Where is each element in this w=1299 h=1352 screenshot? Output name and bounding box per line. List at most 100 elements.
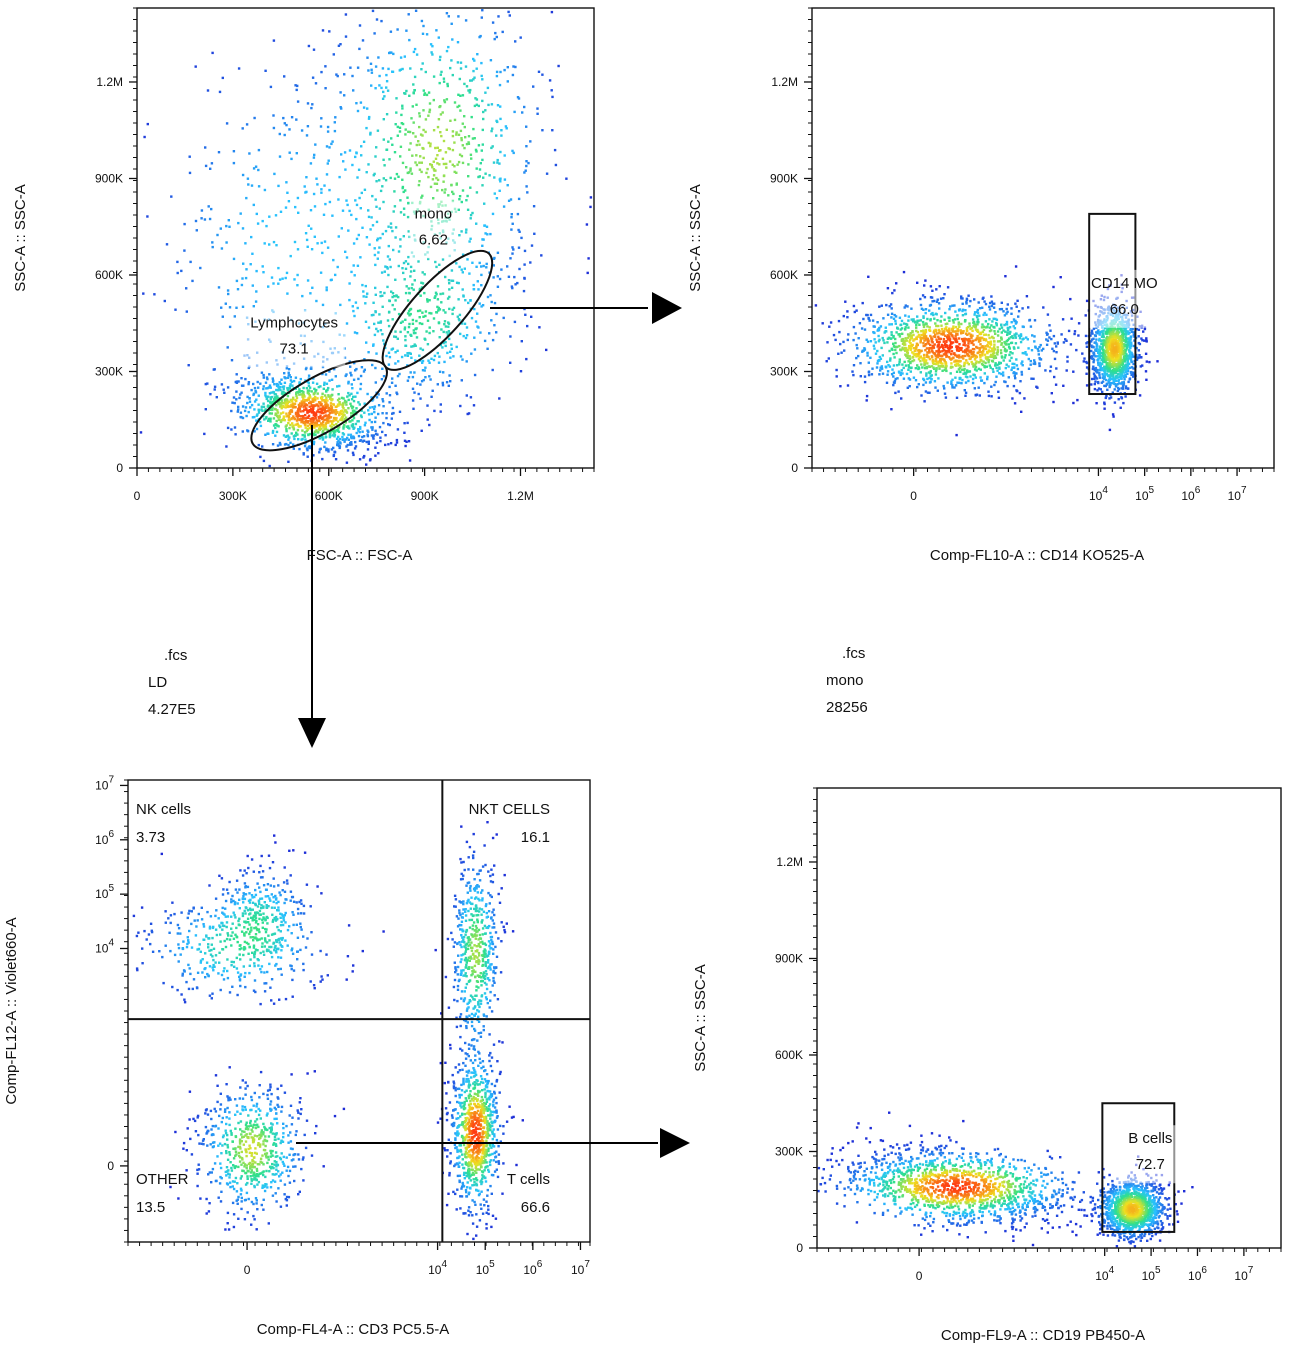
event-dot <box>381 294 384 297</box>
event-dot <box>280 403 283 407</box>
event-dot <box>1014 322 1018 325</box>
event-dot <box>417 392 420 396</box>
event-dot <box>905 323 909 326</box>
event-dot <box>473 104 477 108</box>
event-dot <box>1037 349 1040 353</box>
event-dot <box>328 435 332 438</box>
event-dot <box>1120 344 1123 348</box>
event-dot <box>416 382 419 385</box>
event-dot <box>1117 372 1120 376</box>
event-dot <box>311 420 314 423</box>
event-dot <box>351 423 355 426</box>
event-dot <box>215 396 218 399</box>
event-dot <box>891 291 894 295</box>
event-dot <box>328 30 331 33</box>
event-dot <box>1008 332 1011 335</box>
event-dot <box>1003 314 1007 317</box>
event-dot <box>442 80 446 83</box>
event-dot <box>441 188 444 192</box>
event-dot <box>1115 332 1118 335</box>
event-dot <box>978 314 981 317</box>
event-dot <box>289 441 292 444</box>
event-dot <box>846 310 849 313</box>
event-dot <box>270 391 273 394</box>
event-dot <box>1092 360 1095 364</box>
event-dot <box>1092 372 1096 375</box>
event-dot <box>973 313 976 316</box>
event-dot <box>876 321 879 324</box>
event-dot <box>465 394 468 397</box>
event-dot <box>363 424 367 427</box>
event-dot <box>312 48 316 51</box>
event-dot <box>843 349 846 352</box>
event-dot <box>317 415 320 419</box>
event-dot <box>902 340 905 343</box>
event-dot <box>245 268 248 271</box>
event-dot <box>399 145 403 148</box>
event-dot <box>890 333 893 337</box>
event-dot <box>391 143 394 146</box>
event-dot <box>955 433 958 437</box>
event-dot <box>908 385 911 388</box>
event-dot <box>1108 326 1112 330</box>
event-dot <box>312 440 315 443</box>
event-dot <box>315 299 318 303</box>
event-dot <box>415 319 418 323</box>
event-dot <box>892 336 895 339</box>
event-dot <box>413 75 417 79</box>
event-dot <box>362 295 365 298</box>
event-dot <box>989 353 993 357</box>
event-dot <box>993 330 996 333</box>
event-dot <box>457 298 460 301</box>
event-dot <box>268 392 272 395</box>
event-dot <box>252 167 256 170</box>
event-dot <box>256 222 260 225</box>
event-dot <box>1021 364 1024 367</box>
event-dot <box>297 403 301 407</box>
event-dot <box>308 401 311 405</box>
event-dot <box>892 375 895 378</box>
event-dot <box>466 412 469 416</box>
event-dot <box>327 450 330 453</box>
event-dot <box>1039 343 1042 347</box>
event-dot <box>541 129 544 132</box>
event-dot <box>387 244 390 248</box>
event-dot <box>956 330 960 333</box>
event-dot <box>465 142 469 146</box>
event-dot <box>517 246 521 249</box>
event-dot <box>894 322 897 325</box>
event-dot <box>273 383 276 386</box>
event-dot <box>262 459 266 463</box>
event-dot <box>447 194 450 197</box>
event-dot <box>404 444 407 448</box>
event-dot <box>404 189 407 192</box>
event-dot <box>326 130 330 133</box>
event-dot <box>904 364 908 367</box>
gate-label-box <box>409 200 458 259</box>
event-dot <box>246 429 249 432</box>
event-dot <box>1090 355 1094 358</box>
event-dot <box>855 343 858 347</box>
event-dot <box>977 367 981 371</box>
event-dot <box>345 199 348 202</box>
event-dot <box>264 408 267 411</box>
event-dot <box>932 313 935 317</box>
event-dot <box>464 231 468 234</box>
event-dot <box>1126 362 1129 366</box>
x-tick-label: 300K <box>219 489 247 503</box>
event-dot <box>383 291 386 295</box>
event-dot <box>298 407 302 411</box>
event-dot <box>338 441 342 444</box>
event-dot <box>903 306 906 309</box>
event-dot <box>853 310 856 314</box>
event-dot <box>1105 394 1108 398</box>
event-dot <box>994 311 997 314</box>
event-dot <box>1108 428 1112 432</box>
event-dot <box>517 197 521 201</box>
event-dot <box>1014 342 1018 345</box>
event-dot <box>381 430 384 434</box>
event-dot <box>296 100 300 103</box>
event-dot <box>477 288 480 291</box>
event-dot <box>409 371 412 374</box>
event-dot <box>863 375 867 378</box>
